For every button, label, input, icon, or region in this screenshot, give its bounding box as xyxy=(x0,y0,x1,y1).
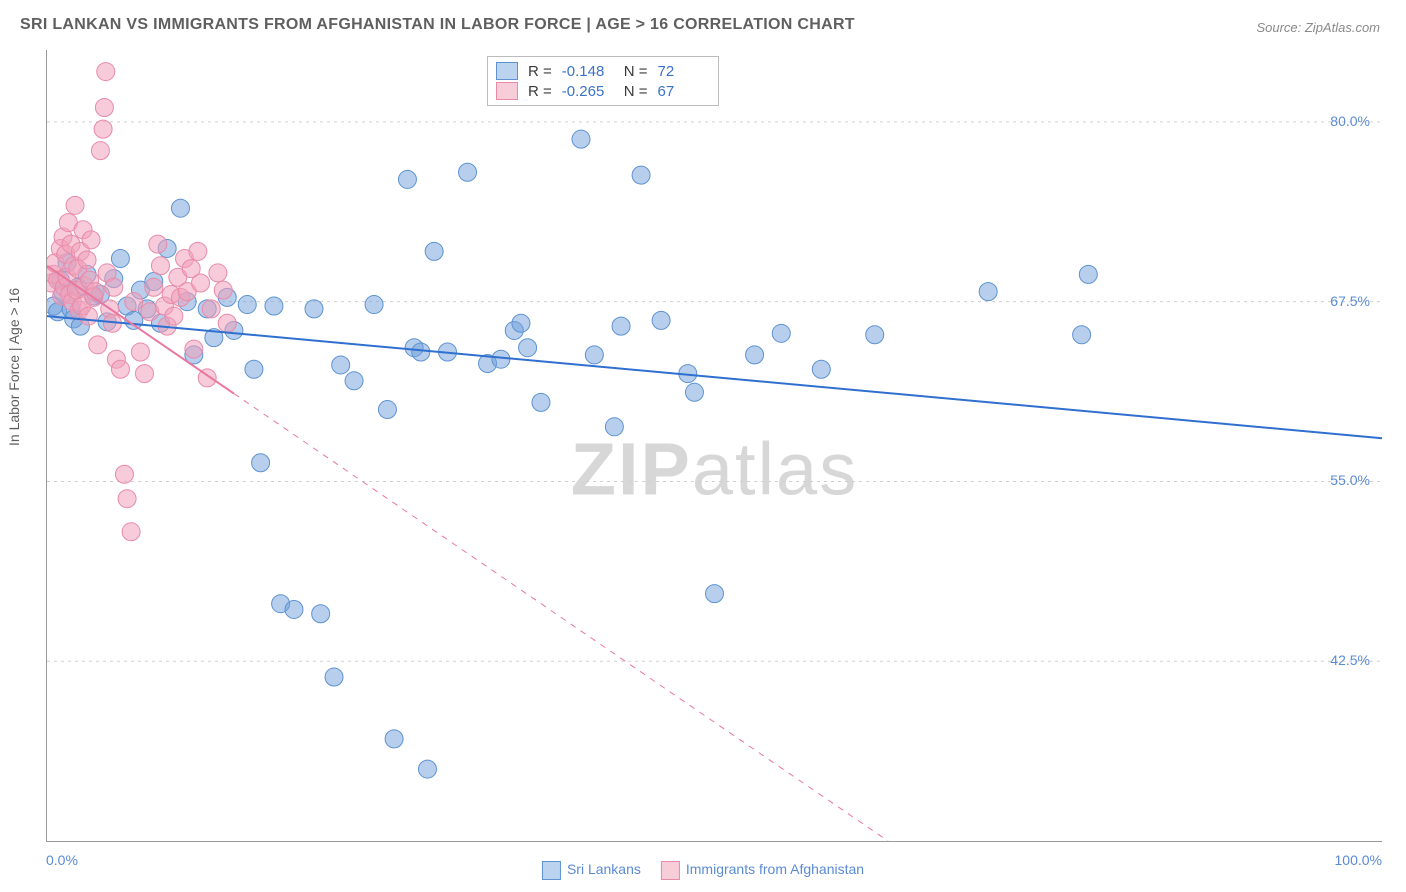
stats-r-label-1: R = xyxy=(528,63,552,80)
stats-box: R = -0.148 N = 72 R = -0.265 N = 67 xyxy=(487,56,719,106)
stats-r-val-1: -0.148 xyxy=(562,63,614,80)
stats-r-val-2: -0.265 xyxy=(562,83,614,100)
chart-container: SRI LANKAN VS IMMIGRANTS FROM AFGHANISTA… xyxy=(0,0,1406,892)
legend-label-1: Sri Lankans xyxy=(567,861,641,877)
plot-area: ZIPatlas R = -0.148 N = 72 R = -0.265 N … xyxy=(46,50,1382,842)
legend-item-1: Sri Lankans xyxy=(542,861,641,880)
stats-n-val-1: 72 xyxy=(658,63,710,80)
source-label: Source: ZipAtlas.com xyxy=(1256,20,1380,35)
x-label-max: 100.0% xyxy=(1335,852,1382,868)
y-tick-label: 42.5% xyxy=(1330,652,1370,668)
stats-n-val-2: 67 xyxy=(658,83,710,100)
y-tick-label: 67.5% xyxy=(1330,293,1370,309)
stats-row-2: R = -0.265 N = 67 xyxy=(496,81,710,101)
x-label-min: 0.0% xyxy=(46,852,78,868)
series-legend: Sri Lankans Immigrants from Afghanistan xyxy=(542,861,864,880)
legend-label-2: Immigrants from Afghanistan xyxy=(686,861,864,877)
legend-item-2: Immigrants from Afghanistan xyxy=(661,861,864,880)
y-tick-label: 55.0% xyxy=(1330,472,1370,488)
stats-n-label-2: N = xyxy=(624,83,648,100)
chart-title: SRI LANKAN VS IMMIGRANTS FROM AFGHANISTA… xyxy=(20,16,855,34)
stats-n-label-1: N = xyxy=(624,63,648,80)
y-axis-title: In Labor Force | Age > 16 xyxy=(6,288,22,446)
stats-swatch-2 xyxy=(496,82,518,100)
stats-swatch-1 xyxy=(496,62,518,80)
stats-row-1: R = -0.148 N = 72 xyxy=(496,61,710,81)
legend-swatch-1 xyxy=(542,861,561,880)
y-tick-label: 80.0% xyxy=(1330,113,1370,129)
plot-svg xyxy=(47,50,1382,841)
legend-swatch-2 xyxy=(661,861,680,880)
stats-r-label-2: R = xyxy=(528,83,552,100)
